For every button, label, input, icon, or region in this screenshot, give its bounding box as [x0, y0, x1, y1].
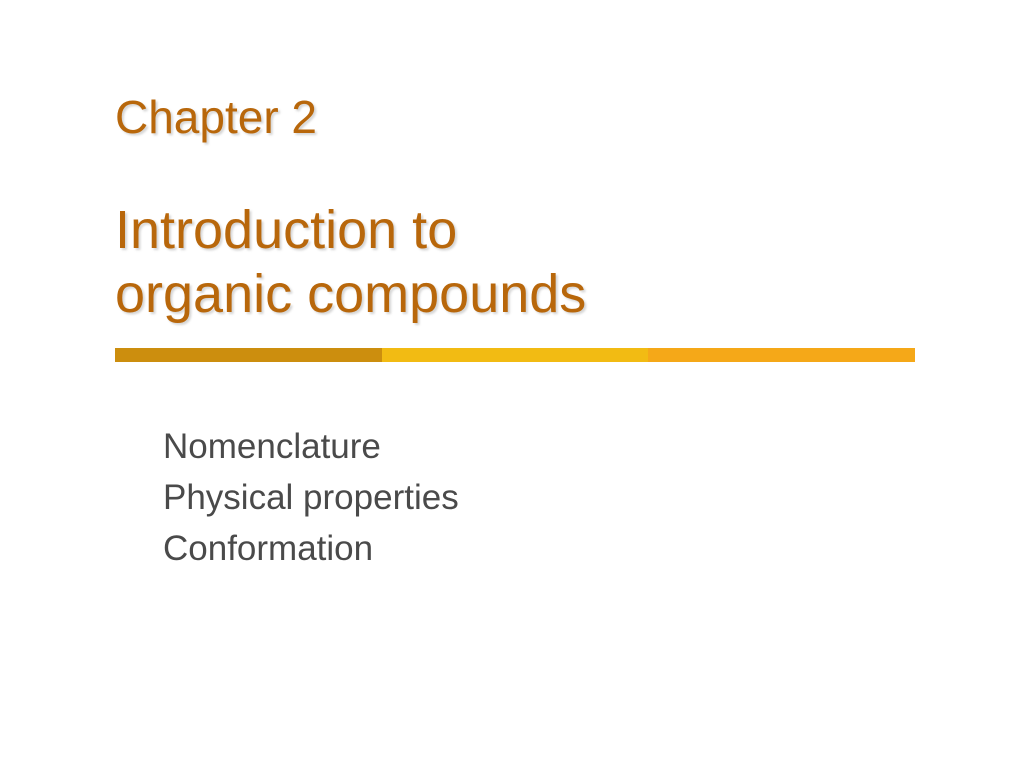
topics-list: Nomenclature Physical properties Conform…: [115, 422, 920, 574]
divider-bar: [115, 348, 915, 362]
divider-segment-3: [648, 348, 915, 362]
topic-item: Physical properties: [163, 473, 920, 524]
title-line-1: Introduction to: [115, 200, 457, 260]
title-line-2: organic compounds: [115, 264, 586, 324]
divider-segment-2: [382, 348, 649, 362]
topic-item: Nomenclature: [163, 422, 920, 473]
divider-segment-1: [115, 348, 382, 362]
chapter-label: Chapter 2: [115, 90, 920, 144]
slide-container: Chapter 2 Introduction to organic compou…: [0, 0, 1020, 575]
topic-item: Conformation: [163, 524, 920, 575]
slide-title: Introduction to organic compounds: [115, 199, 920, 326]
